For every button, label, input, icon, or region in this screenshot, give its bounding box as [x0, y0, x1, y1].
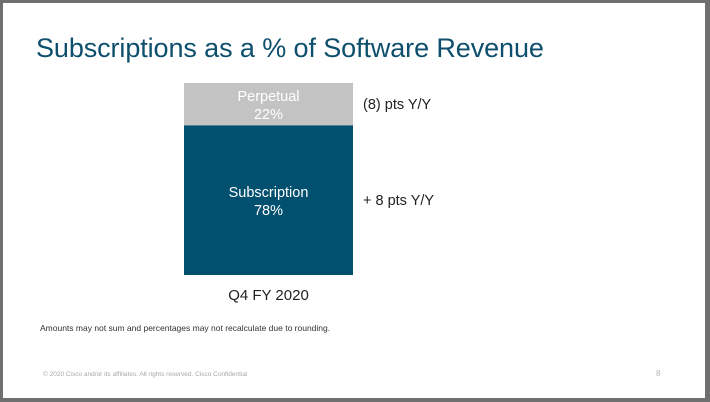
- perpetual-bar-segment: [184, 83, 353, 126]
- subscription-segment-name: Subscription: [229, 185, 309, 201]
- subscription-bar-segment: [184, 125, 353, 276]
- slide-title: Subscriptions as a % of Software Revenue: [36, 33, 544, 63]
- slide: Subscriptions as a % of Software Revenue…: [3, 3, 705, 398]
- perpetual-segment-name: Perpetual: [237, 89, 299, 105]
- page-number: 8: [656, 369, 661, 378]
- subscription-data-label: 78%: [254, 203, 283, 219]
- footnote: Amounts may not sum and percentages may …: [40, 323, 331, 333]
- category-label: Q4 FY 2020: [228, 287, 309, 304]
- copyright-notice: © 2020 Cisco and/or its affiliates. All …: [43, 371, 248, 378]
- perpetual-yoy-change: (8) pts Y/Y: [363, 97, 432, 113]
- stacked-bar-chart: Subscription 78% + 8 pts Y/Y Perpetual 22% (8…: [184, 83, 434, 304]
- subscription-yoy-change: + 8 pts Y/Y: [363, 193, 434, 209]
- perpetual-data-label: 22%: [254, 107, 283, 123]
